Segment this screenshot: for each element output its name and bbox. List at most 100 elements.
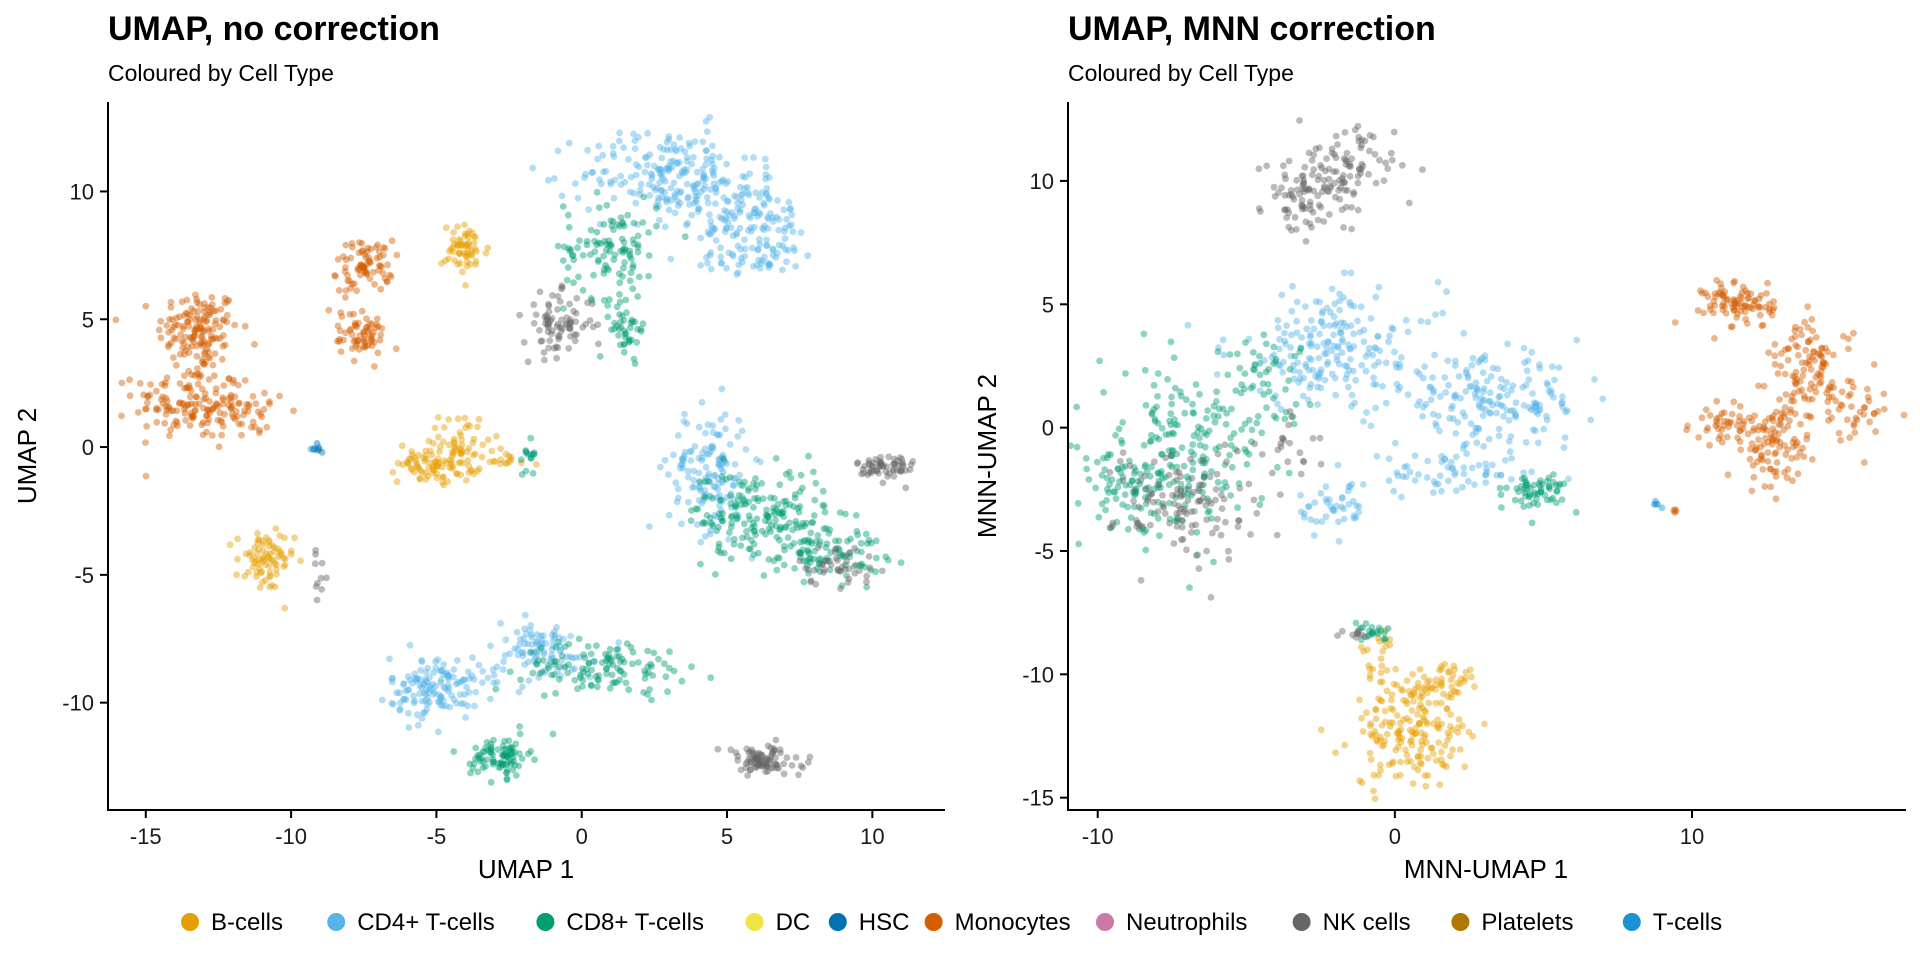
data-point xyxy=(741,500,749,508)
data-point xyxy=(1533,495,1540,503)
data-point xyxy=(342,329,350,337)
data-point xyxy=(1429,374,1436,381)
data-point xyxy=(350,310,357,318)
data-point xyxy=(1200,473,1208,481)
data-point xyxy=(609,149,617,157)
data-point xyxy=(537,337,545,345)
data-point xyxy=(710,472,718,480)
data-point xyxy=(371,281,378,288)
data-point xyxy=(651,186,659,194)
data-point xyxy=(734,512,742,520)
data-point xyxy=(647,170,655,178)
data-point xyxy=(173,314,180,322)
data-point xyxy=(702,474,709,482)
data-point xyxy=(457,471,465,479)
data-point xyxy=(681,148,689,156)
data-point xyxy=(445,416,452,423)
data-point xyxy=(1340,224,1347,231)
cluster-nk-cells xyxy=(311,546,330,604)
data-point xyxy=(597,240,605,248)
data-point xyxy=(738,191,745,199)
data-point xyxy=(1365,170,1372,178)
data-point xyxy=(764,225,772,232)
data-point xyxy=(877,453,884,461)
data-point xyxy=(458,449,465,457)
data-point xyxy=(527,648,535,656)
data-point xyxy=(543,316,550,324)
data-point xyxy=(1207,594,1215,601)
data-point xyxy=(208,335,215,343)
data-point xyxy=(1543,412,1550,420)
data-point xyxy=(566,324,574,332)
data-point xyxy=(267,555,275,563)
data-point xyxy=(695,205,702,213)
data-point xyxy=(1279,434,1286,442)
data-point xyxy=(1268,469,1276,477)
data-point xyxy=(1351,399,1358,407)
data-point xyxy=(1432,311,1439,318)
data-point xyxy=(782,497,790,505)
data-point xyxy=(625,336,633,343)
data-point xyxy=(827,561,835,569)
data-point xyxy=(189,415,197,422)
data-point xyxy=(1497,383,1504,391)
data-point xyxy=(465,250,472,258)
data-point xyxy=(582,320,590,328)
data-point xyxy=(856,562,864,569)
data-point xyxy=(266,583,274,591)
data-point xyxy=(635,133,642,141)
data-point xyxy=(273,565,280,573)
data-point xyxy=(159,400,167,407)
data-point xyxy=(877,459,884,467)
data-point xyxy=(1321,350,1328,357)
data-point xyxy=(541,320,549,327)
data-point xyxy=(182,333,190,341)
data-point xyxy=(388,675,396,682)
data-point xyxy=(780,561,788,569)
data-point xyxy=(672,479,680,487)
data-point xyxy=(478,453,486,461)
legend-label: Platelets xyxy=(1481,909,1573,936)
data-point xyxy=(144,399,151,407)
data-point xyxy=(241,322,249,330)
data-point xyxy=(1316,144,1323,152)
cluster-monocytes xyxy=(341,237,401,295)
data-point xyxy=(680,452,688,459)
data-point xyxy=(782,470,790,478)
cluster-monocytes xyxy=(1671,276,1778,342)
data-point xyxy=(707,448,715,455)
data-point xyxy=(1147,521,1154,529)
data-point xyxy=(807,555,814,562)
data-point xyxy=(381,245,389,252)
data-point xyxy=(1471,481,1478,488)
data-point xyxy=(1866,418,1873,426)
data-point xyxy=(792,263,799,270)
data-point xyxy=(1543,379,1551,387)
data-point xyxy=(608,326,615,333)
data-point xyxy=(587,682,595,690)
data-point xyxy=(144,392,152,400)
data-point xyxy=(1349,497,1357,505)
data-point xyxy=(1390,680,1398,688)
data-point xyxy=(429,469,437,477)
data-point xyxy=(712,237,720,244)
legend-swatch xyxy=(181,913,199,931)
data-point xyxy=(694,208,702,216)
data-point xyxy=(415,464,423,472)
data-point xyxy=(790,503,797,510)
data-point xyxy=(1389,325,1397,333)
data-point xyxy=(1292,400,1300,408)
data-point xyxy=(1285,223,1293,231)
data-point xyxy=(204,406,212,413)
data-point xyxy=(688,160,696,168)
data-point xyxy=(1223,458,1230,466)
data-point xyxy=(1196,441,1204,449)
data-point xyxy=(1435,739,1443,746)
data-point xyxy=(716,502,723,509)
cluster-cd8-t-cells xyxy=(596,293,647,367)
data-point xyxy=(661,178,669,185)
data-point xyxy=(416,475,424,483)
data-point xyxy=(548,314,556,322)
data-point xyxy=(254,408,262,415)
data-point xyxy=(1794,351,1802,359)
